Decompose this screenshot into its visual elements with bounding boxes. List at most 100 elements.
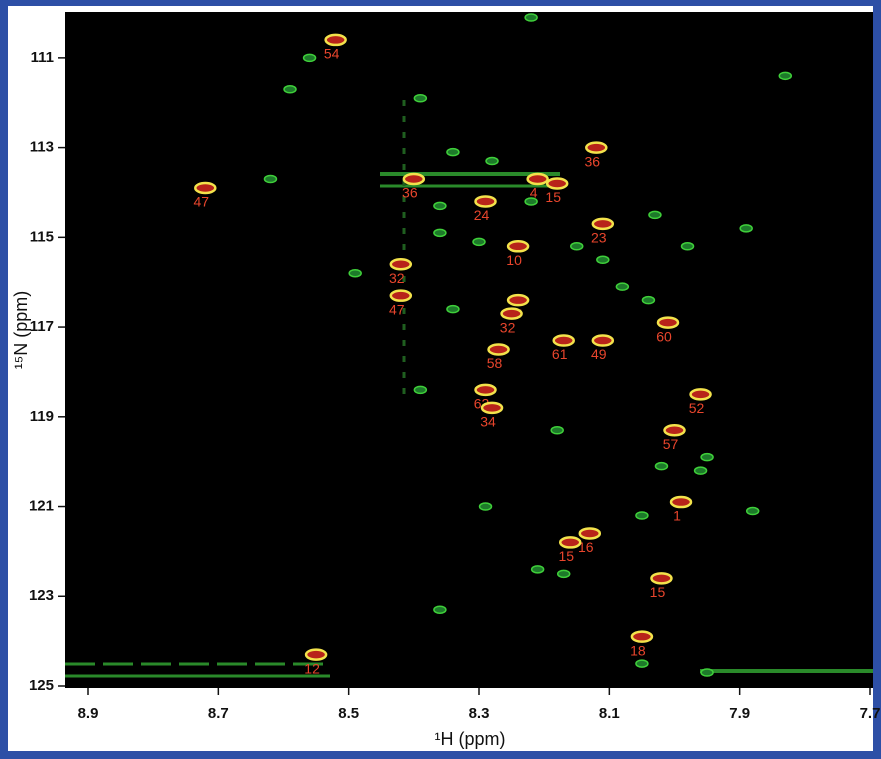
x-axis-label: ¹H (ppm) [435,729,506,749]
peak-label: 15 [558,548,574,564]
peak [545,177,569,190]
peak-label: 18 [630,642,646,658]
y-tick-label: 115 [30,228,54,245]
peak [739,224,753,233]
peak [413,93,428,103]
peak-label: 32 [500,319,516,335]
peak-label: 24 [474,207,490,223]
peak-label: 36 [402,185,418,201]
peak-label: 60 [656,328,672,344]
peak-label: 12 [304,660,320,676]
peak [615,282,630,291]
y-tick-label: 111 [31,49,54,66]
y-tick-label: 113 [30,139,54,156]
peak [283,85,297,94]
peak [570,242,584,251]
peak-label: 10 [506,252,522,268]
y-axis-label: ¹⁵N (ppm) [11,291,31,369]
x-tick-label: 8.1 [599,705,620,722]
peak [556,569,571,579]
peak-label: 52 [689,400,705,416]
peak [478,502,493,511]
peak-label: 47 [194,194,210,210]
peak [680,242,695,251]
peak [700,452,714,462]
peak [433,201,447,211]
peak-label: 15 [545,189,561,205]
peak-label: 16 [578,539,594,555]
peak [524,197,538,206]
peak [635,511,649,520]
y-tick-label: 125 [29,677,54,694]
peak [654,461,669,471]
peak-label: 15 [650,584,666,600]
peak [650,572,673,585]
peak [578,527,602,540]
peak [413,385,428,395]
y-tick-label: 123 [29,587,54,604]
peak-label: 47 [389,301,405,317]
peak [745,506,760,516]
x-tick-label: 8.7 [208,705,229,722]
peak [558,536,582,549]
x-tick-label: 8.9 [78,705,99,722]
peak [263,174,278,184]
peak [530,565,545,574]
peak [500,307,523,320]
peak [389,289,413,302]
peak [474,195,497,208]
peak [487,343,510,356]
peak [526,172,549,186]
y-tick-label: 117 [30,318,54,335]
peak [472,237,486,247]
peak [689,388,712,401]
peak [324,33,347,47]
peak-label: 57 [663,436,679,452]
peak [656,316,680,329]
peak-label: 61 [552,346,568,362]
peak [641,295,656,305]
peak [700,668,714,677]
peak [446,147,460,157]
x-tick-label: 8.5 [338,705,359,722]
peak [591,217,615,231]
peak [194,181,217,195]
peak [663,424,686,437]
peak [669,495,693,509]
peak [304,648,328,661]
peak [648,210,662,220]
peak [433,228,447,238]
y-tick-label: 121 [29,498,54,515]
peak [524,13,538,22]
peak [630,630,654,643]
peak [550,426,564,435]
y-tick-label: 119 [30,408,54,425]
peak [446,304,460,314]
peak [596,255,610,265]
peak [552,334,575,347]
peak [302,53,317,63]
peak-label: 36 [585,153,601,169]
x-tick-label: 7.9 [729,705,750,722]
peak [480,401,504,415]
peak-label: 4 [530,185,538,201]
peak [402,172,426,186]
x-tick-label: 7.7 [860,705,881,722]
peak [506,240,530,253]
peak [585,141,608,154]
peak [506,293,530,307]
peak-label: 1 [673,508,681,524]
peak [693,466,708,475]
peak [778,71,793,81]
peak-label: 58 [487,355,503,371]
peak-label: 54 [324,46,340,62]
plot-area [65,12,873,688]
peak [348,268,362,278]
peak-label: 49 [591,346,607,362]
peak-label: 32 [389,270,405,286]
x-tick-label: 8.3 [469,705,490,722]
peak [433,605,447,614]
peak [485,156,499,166]
peak [389,258,413,271]
